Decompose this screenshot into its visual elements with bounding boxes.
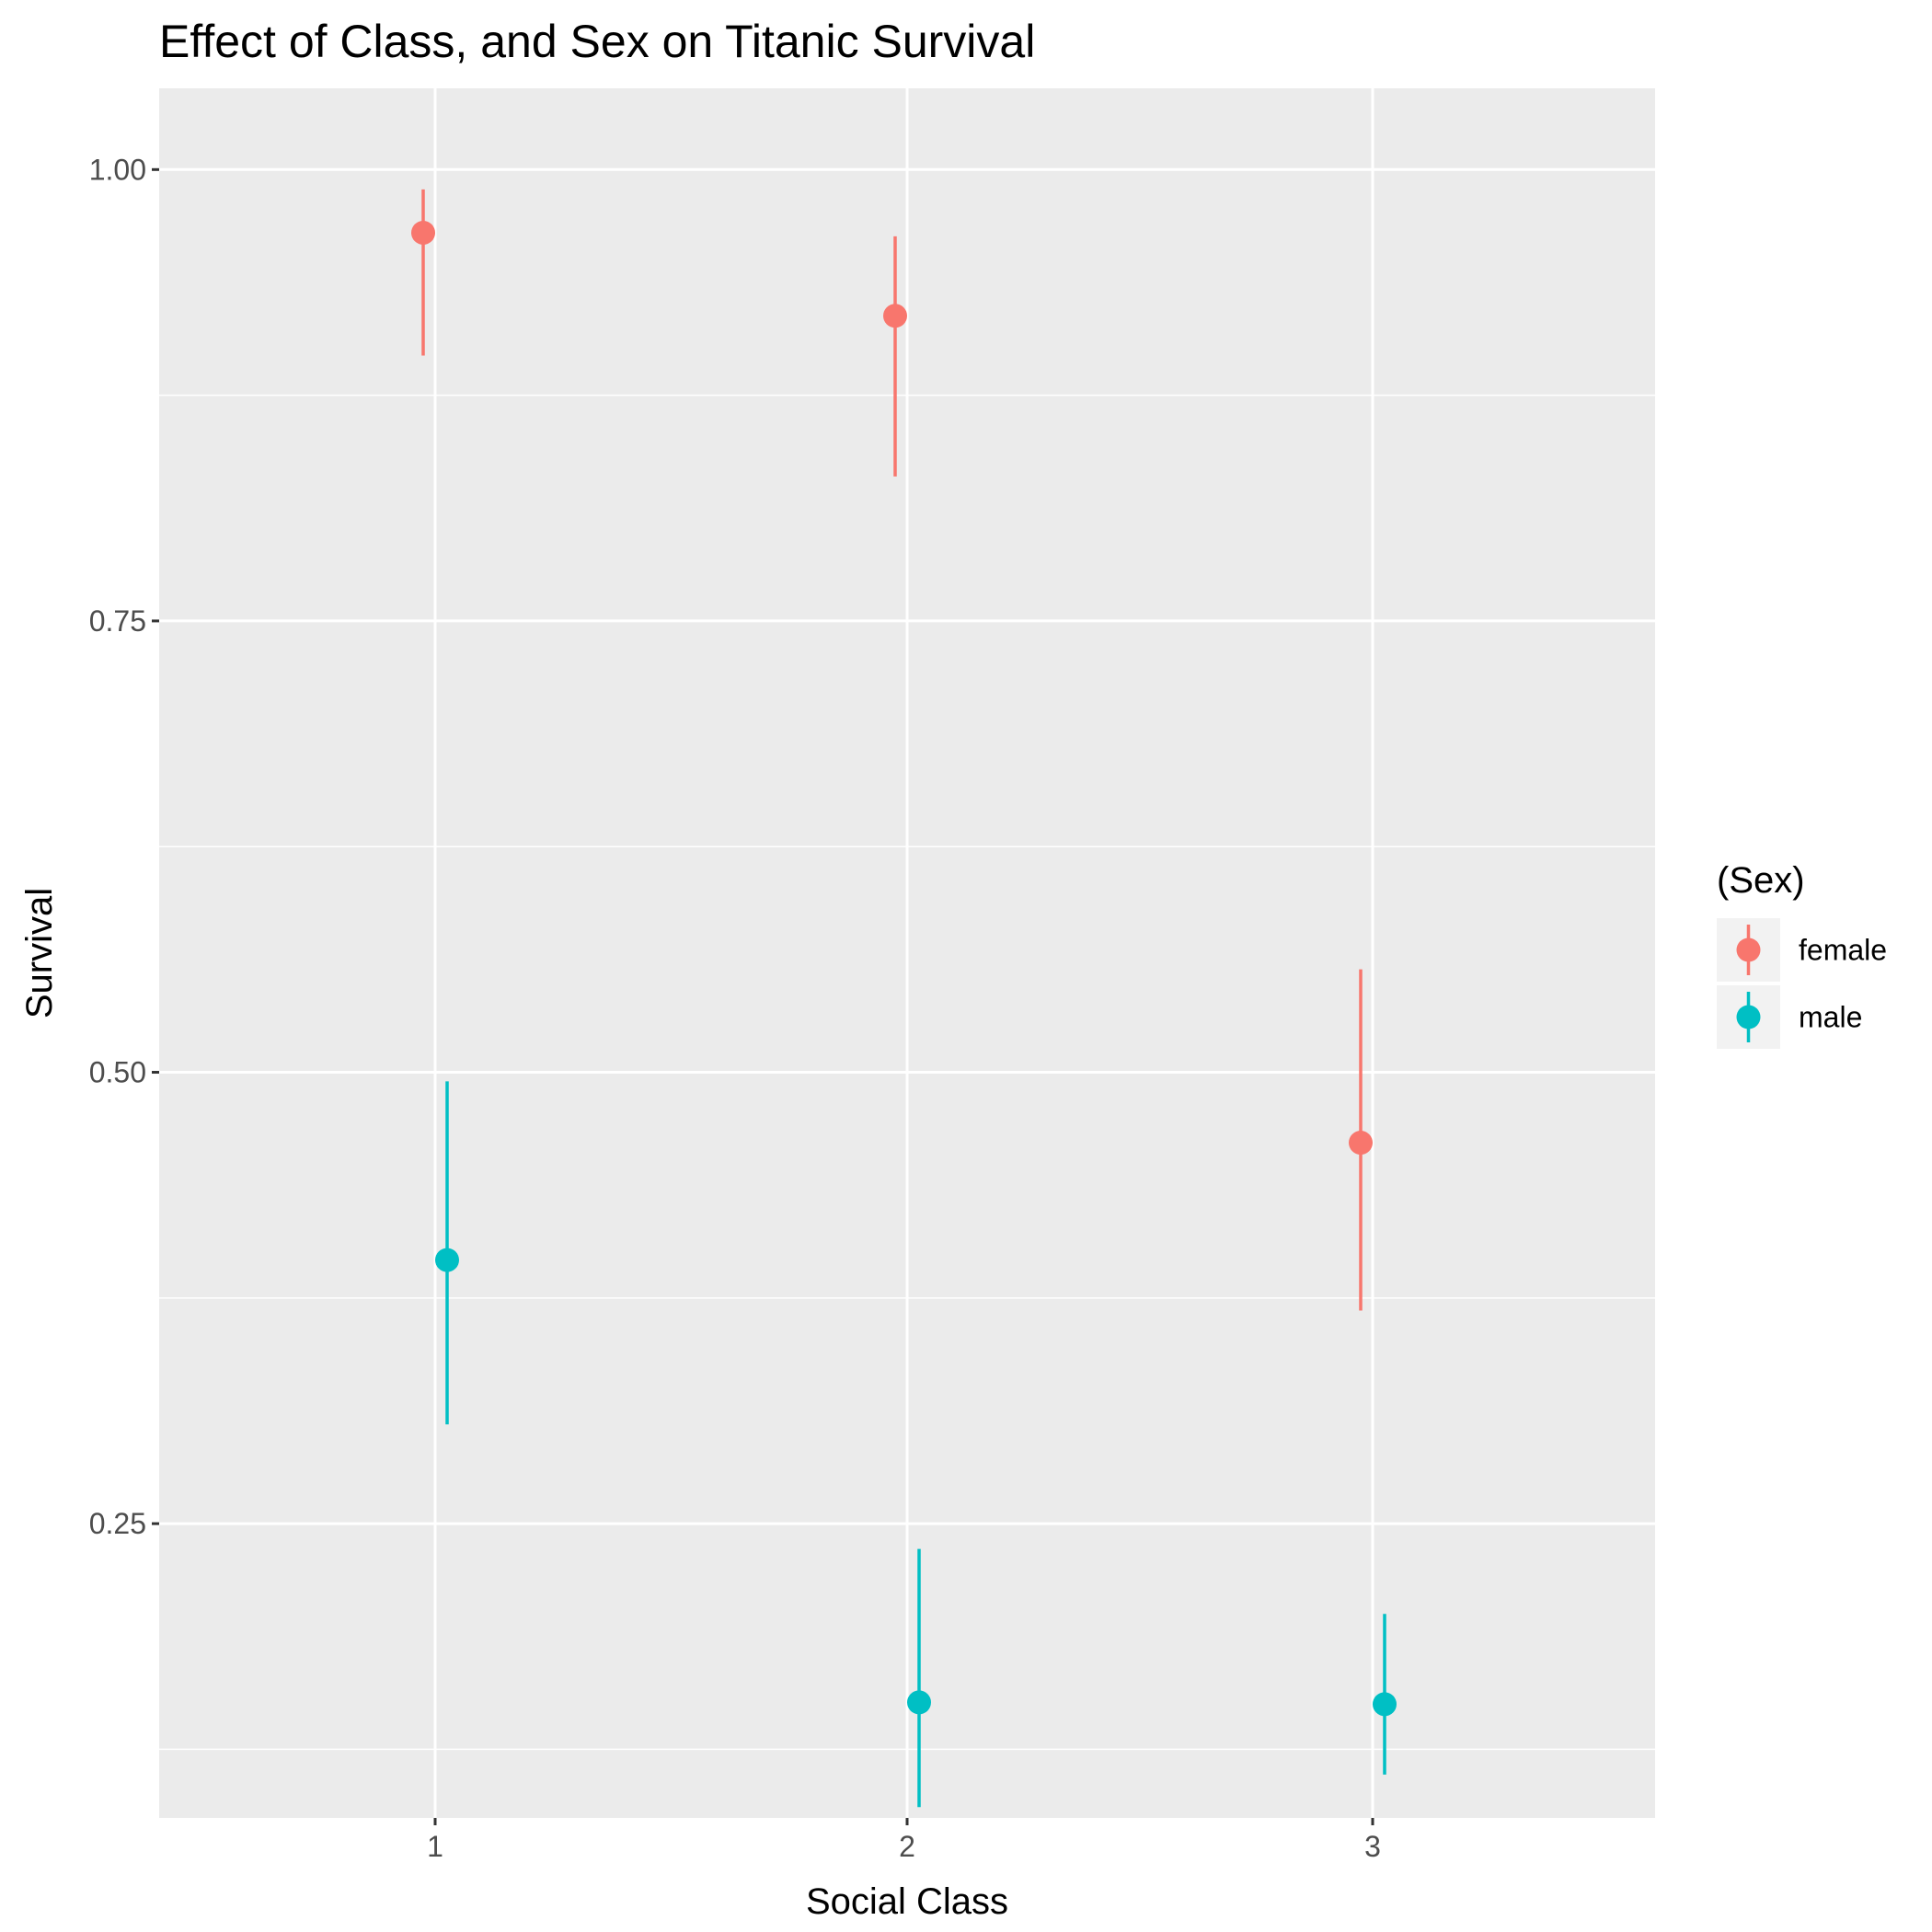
y-tick-label: 0.25: [89, 1507, 146, 1540]
y-tick-label: 0.75: [89, 604, 146, 638]
data-marks: [411, 189, 1397, 1808]
female-point: [1349, 1131, 1373, 1156]
x-axis-title: Social Class: [806, 1881, 1008, 1922]
male-point: [1373, 1692, 1397, 1717]
y-tick-label: 0.50: [89, 1056, 146, 1089]
x-axis: 1 2 3: [427, 1818, 1381, 1863]
legend-key-female-point: [1736, 937, 1761, 962]
female-point: [883, 304, 907, 328]
x-tick-label: 2: [899, 1830, 915, 1863]
legend-label-male: male: [1799, 1001, 1862, 1034]
chart-title: Effect of Class, and Sex on Titanic Surv…: [159, 16, 1035, 67]
y-axis: 0.25 0.50 0.75 1.00: [89, 153, 159, 1540]
legend-key-male-point: [1736, 1005, 1761, 1029]
x-tick-label: 3: [1364, 1830, 1381, 1863]
legend: (Sex) female male: [1717, 860, 1887, 1049]
male-point: [907, 1690, 931, 1715]
y-tick-label: 1.00: [89, 153, 146, 186]
legend-label-female: female: [1799, 934, 1887, 967]
legend-title: (Sex): [1717, 860, 1805, 901]
male-point: [435, 1248, 459, 1272]
grid-major: [159, 88, 1655, 1818]
female-point: [411, 220, 435, 245]
x-tick-label: 1: [427, 1830, 443, 1863]
y-axis-title: Survival: [19, 888, 60, 1018]
